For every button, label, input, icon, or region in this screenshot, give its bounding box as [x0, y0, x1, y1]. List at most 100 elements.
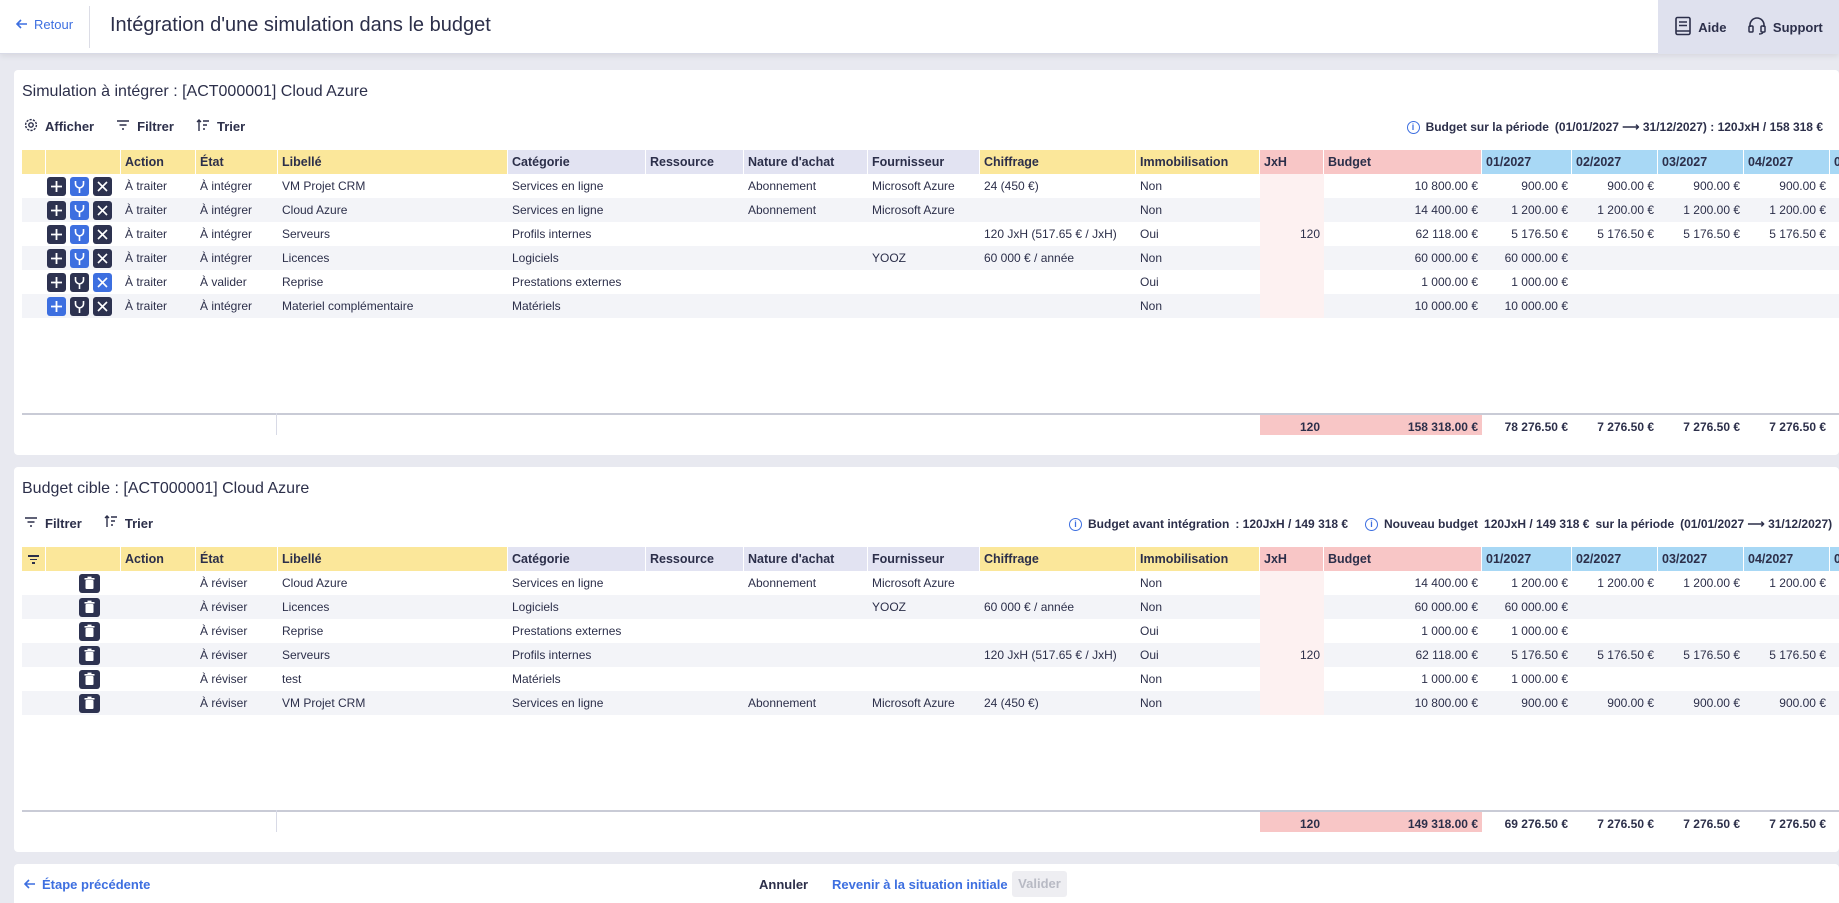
merge-button[interactable]: [70, 297, 89, 316]
column-header-etat[interactable]: État: [196, 150, 278, 174]
column-header-ressource[interactable]: Ressource: [646, 150, 744, 174]
column-header-action[interactable]: Action: [121, 547, 196, 571]
close-icon: [97, 253, 108, 264]
column-header-categorie[interactable]: Catégorie: [508, 150, 646, 174]
delete-button[interactable]: [79, 574, 100, 593]
table-row[interactable]: À réviser Cloud Azure Services en ligne Abo…: [22, 571, 1839, 595]
totals-row: 120 158 318.00 € 78 276.50 € 7 276.50 € 7 27…: [22, 413, 1839, 435]
table-row[interactable]: À traiter À intégrer Licences Logiciels YOOZ…: [22, 246, 1839, 270]
close-button[interactable]: [93, 177, 112, 196]
add-button[interactable]: [47, 273, 66, 292]
table-row[interactable]: À traiter À intégrer VM Projet CRM Services…: [22, 174, 1839, 198]
back-button[interactable]: Retour: [15, 17, 73, 32]
table-row[interactable]: À réviser Serveurs Profils internes 120 JxH…: [22, 643, 1839, 667]
cell-etat: À réviser: [200, 648, 248, 662]
column-header-fournisseur[interactable]: Fournisseur: [868, 547, 980, 571]
close-button[interactable]: [93, 201, 112, 220]
delete-button[interactable]: [79, 598, 100, 617]
merge-button[interactable]: [70, 249, 89, 268]
column-header-m5[interactable]: 05/2027: [1830, 150, 1839, 174]
merge-button[interactable]: [70, 177, 89, 196]
column-header-action[interactable]: Action: [121, 150, 196, 174]
column-header-immo[interactable]: Immobilisation: [1136, 150, 1260, 174]
column-header-budget[interactable]: Budget: [1324, 150, 1482, 174]
cell-chiffrage: 24 (450 €): [984, 696, 1039, 710]
table-row[interactable]: À traiter À valider Reprise Prestations ext…: [22, 270, 1839, 294]
add-button[interactable]: [47, 225, 66, 244]
cell-budget: 10 800.00 €: [1414, 179, 1478, 193]
column-header-m1[interactable]: 01/2027: [1482, 547, 1572, 571]
table-row[interactable]: À réviser VM Projet CRM Services en ligne A…: [22, 691, 1839, 715]
filtrer-button[interactable]: Filtrer: [116, 118, 174, 135]
add-button[interactable]: [47, 177, 66, 196]
cell-categorie: Profils internes: [512, 227, 592, 241]
table-row[interactable]: À traiter À intégrer Materiel complémentai…: [22, 294, 1839, 318]
add-button[interactable]: [47, 249, 66, 268]
table-row[interactable]: À réviser Reprise Prestations externes Oui 1…: [22, 619, 1839, 643]
column-header-budget[interactable]: Budget: [1324, 547, 1482, 571]
revenir-button[interactable]: Revenir à la situation initiale: [832, 877, 1008, 892]
close-button[interactable]: [93, 273, 112, 292]
etape-precedente-button[interactable]: Étape précédente: [23, 877, 150, 892]
merge-button[interactable]: [70, 225, 89, 244]
table-row[interactable]: À traiter À intégrer Serveurs Profils inter…: [22, 222, 1839, 246]
merge-button[interactable]: [70, 273, 89, 292]
trier-button[interactable]: Trier: [196, 118, 245, 135]
merge-icon: [74, 205, 85, 217]
column-header-nature[interactable]: Nature d'achat: [744, 547, 868, 571]
budget-periode-info: i Budget sur la période (01/01/2027 ⟶ 31…: [1406, 120, 1823, 134]
add-button[interactable]: [47, 201, 66, 220]
add-button[interactable]: [47, 297, 66, 316]
column-header-m3[interactable]: 03/2027: [1658, 150, 1744, 174]
column-header-jxh[interactable]: JxH: [1260, 150, 1324, 174]
merge-button[interactable]: [70, 201, 89, 220]
table-row[interactable]: À réviser Licences Logiciels YOOZ 60 000 € /…: [22, 595, 1839, 619]
column-header-m2[interactable]: 02/2027: [1572, 150, 1658, 174]
column-header-nature[interactable]: Nature d'achat: [744, 150, 868, 174]
frozen-divider: [276, 810, 277, 832]
close-button[interactable]: [93, 297, 112, 316]
column-header-etat[interactable]: État: [196, 547, 278, 571]
column-header-chiffrage[interactable]: Chiffrage: [980, 547, 1136, 571]
filtrer-button[interactable]: Filtrer: [24, 515, 82, 531]
column-header-libelle[interactable]: Libellé: [278, 547, 508, 571]
column-header-m4[interactable]: 04/2027: [1744, 547, 1830, 571]
cell-m1: 10 000.00 €: [1504, 299, 1568, 313]
column-header-jxh[interactable]: JxH: [1260, 547, 1324, 571]
arrow-left-icon: [15, 17, 28, 32]
table-row[interactable]: À traiter À intégrer Cloud Azure Services e…: [22, 198, 1839, 222]
column-header-m5[interactable]: 05/2027: [1830, 547, 1839, 571]
cell-chiffrage: [980, 270, 1136, 294]
trier-button[interactable]: Trier: [104, 515, 153, 531]
delete-button[interactable]: [79, 694, 100, 713]
support-button[interactable]: Support: [1747, 16, 1823, 39]
close-button[interactable]: [93, 249, 112, 268]
column-header-libelle[interactable]: Libellé: [278, 150, 508, 174]
column-header-categorie[interactable]: Catégorie: [508, 547, 646, 571]
cell-libelle: Cloud Azure: [282, 203, 348, 217]
delete-button[interactable]: [79, 646, 100, 665]
column-header-chiffrage[interactable]: Chiffrage: [980, 150, 1136, 174]
delete-button[interactable]: [79, 622, 100, 641]
column-header-fournisseur[interactable]: Fournisseur: [868, 150, 980, 174]
column-filter-icon[interactable]: [28, 555, 39, 564]
column-header-ressource[interactable]: Ressource: [646, 547, 744, 571]
column-header-m3[interactable]: 03/2027: [1658, 547, 1744, 571]
cell-etat: À intégrer: [200, 179, 253, 193]
delete-button[interactable]: [79, 670, 100, 689]
column-header-m4[interactable]: 04/2027: [1744, 150, 1830, 174]
nouveau-budget-period: (01/01/2027 ⟶ 31/12/2027): [1680, 517, 1833, 531]
afficher-button[interactable]: Afficher: [24, 118, 94, 135]
cell-jxh: [1260, 619, 1324, 643]
cell-ressource: [646, 619, 744, 643]
aide-button[interactable]: Aide: [1674, 16, 1726, 39]
column-header-m2[interactable]: 02/2027: [1572, 547, 1658, 571]
valider-button[interactable]: Valider: [1012, 871, 1067, 897]
column-header-m1[interactable]: 01/2027: [1482, 150, 1572, 174]
close-button[interactable]: [93, 225, 112, 244]
cell-action: [121, 643, 196, 667]
table-row[interactable]: À réviser test Matériels Non 1 000.00 € 1 000…: [22, 667, 1839, 691]
column-header-immo[interactable]: Immobilisation: [1136, 547, 1260, 571]
annuler-button[interactable]: Annuler: [759, 877, 809, 892]
cell-jxh: [1260, 174, 1324, 198]
